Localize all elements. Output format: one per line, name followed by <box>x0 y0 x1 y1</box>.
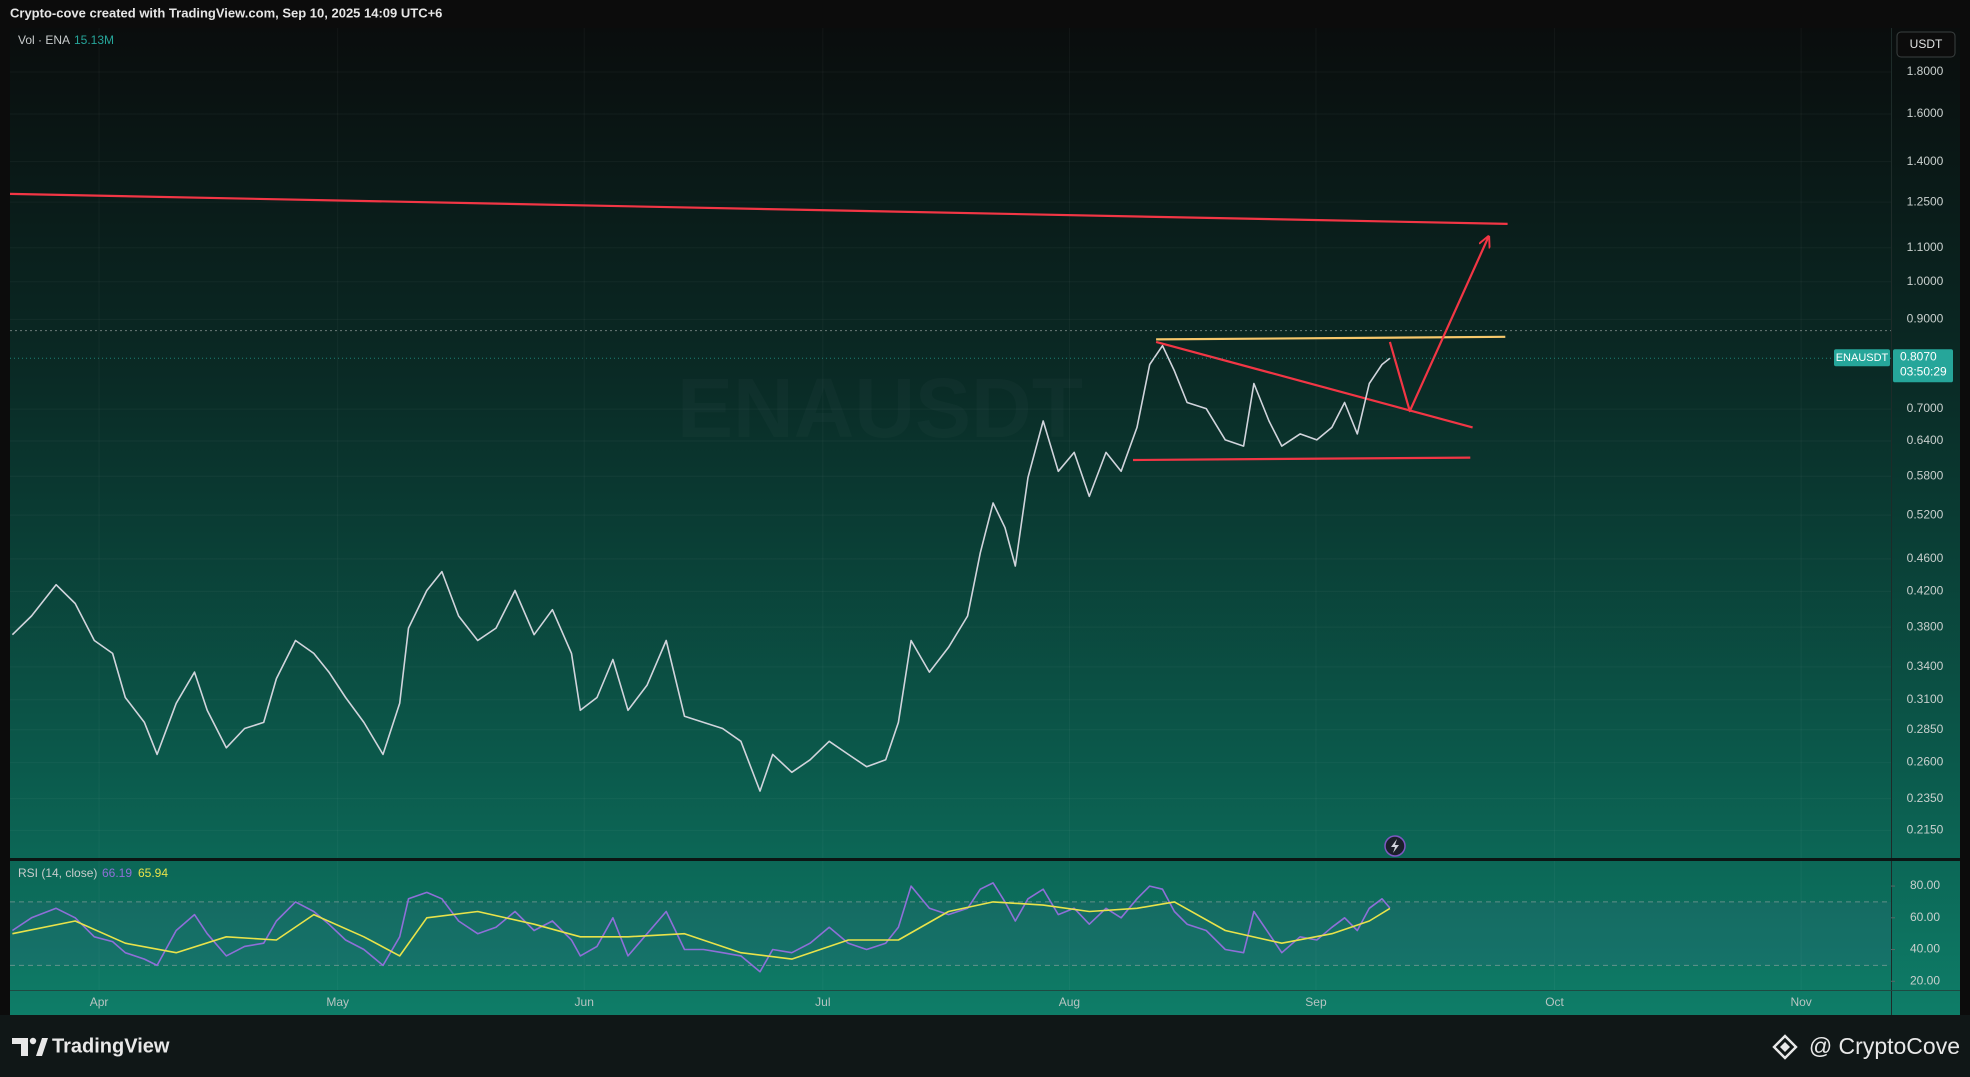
trendline <box>1132 456 1471 462</box>
y-tick-label: 0.9000 <box>1907 312 1944 326</box>
y-tick-label: 0.3100 <box>1907 692 1944 706</box>
rsi-tick-label: 40.00 <box>1910 942 1940 956</box>
left-edge <box>0 28 10 1015</box>
currency-box[interactable] <box>1896 31 1956 58</box>
y-tick-label: 0.5800 <box>1907 468 1944 482</box>
x-tick-label: May <box>326 995 349 1009</box>
y-tick-label: 0.2600 <box>1907 755 1944 769</box>
arrow-drawing <box>1388 237 1489 413</box>
logo-part <box>36 1038 48 1056</box>
rsi-legend-value: 65.94 <box>138 866 168 880</box>
rsi-tick-label: 20.00 <box>1910 973 1940 987</box>
price-axis-border <box>1891 28 1892 1015</box>
countdown-label: 03:50:29 <box>1900 364 1947 378</box>
y-tick-label: 0.6400 <box>1907 433 1944 447</box>
rsi-title: RSI (14, close) <box>18 866 97 880</box>
x-tick-label: Nov <box>1790 995 1811 1009</box>
symbol-tag-label: ENAUSDT <box>1836 352 1889 364</box>
lightning-glyph[interactable] <box>1391 839 1399 853</box>
credit-diamond <box>1772 1034 1798 1060</box>
lightning-icon[interactable] <box>1384 835 1406 857</box>
logo-part <box>29 1037 37 1045</box>
y-tick-label: 0.4600 <box>1907 551 1944 565</box>
trendline <box>1156 335 1506 341</box>
y-tick-label: 0.2850 <box>1907 722 1944 736</box>
series-line <box>12 901 1391 960</box>
y-tick-label: 0.2150 <box>1907 823 1944 837</box>
right-edge <box>1960 28 1970 1015</box>
y-tick-label: 0.3400 <box>1907 659 1944 673</box>
rsi-tick-label: 60.00 <box>1910 910 1940 924</box>
y-tick-label: 0.5200 <box>1907 507 1944 521</box>
y-tick-label: 1.1000 <box>1907 240 1944 254</box>
symbol-tag <box>1834 349 1890 367</box>
volume-label: Vol · ENA <box>18 33 70 47</box>
y-tick-label: 1.6000 <box>1907 106 1944 120</box>
chart-background <box>0 28 1970 1015</box>
credit-icon <box>1772 1034 1798 1060</box>
series-line <box>11 344 1391 792</box>
rsi-tick-label: 80.00 <box>1910 878 1940 892</box>
y-tick-label: 1.8000 <box>1907 64 1944 78</box>
footer-credit: @ CryptoCove <box>1809 1033 1960 1059</box>
credit-diamond-inner <box>1780 1042 1790 1052</box>
y-tick-label: 0.4200 <box>1907 584 1944 598</box>
footer-brand: TradingView <box>52 1035 170 1057</box>
trendline <box>1155 340 1473 429</box>
tradingview-logo <box>12 1037 48 1056</box>
header-text: Crypto-cove created with TradingView.com… <box>10 5 442 20</box>
y-tick-label: 0.3800 <box>1907 619 1944 633</box>
rsi-band <box>10 901 1891 966</box>
x-tick-label: Apr <box>90 995 109 1009</box>
x-tick-label: Oct <box>1545 995 1564 1009</box>
x-tick-label: Jun <box>575 995 594 1009</box>
last-price-box <box>1893 349 1953 383</box>
currency-label[interactable]: USDT <box>1910 37 1943 51</box>
x-tick-label: Aug <box>1059 995 1080 1009</box>
y-tick-label: 0.7000 <box>1907 401 1944 415</box>
pane-separator <box>10 858 1960 861</box>
trendline <box>9 192 1508 225</box>
last-price-label: 0.8070 <box>1900 349 1937 363</box>
logo-part <box>12 1038 28 1056</box>
time-axis-border <box>10 990 1960 991</box>
volume-value: 15.13M <box>74 33 114 47</box>
footer-bar <box>0 1015 1970 1077</box>
y-tick-label: 1.0000 <box>1907 274 1944 288</box>
rsi-legend-value: 66.19 <box>102 866 132 880</box>
y-tick-label: 0.2350 <box>1907 791 1944 805</box>
x-tick-label: Sep <box>1305 995 1327 1009</box>
y-tick-label: 1.4000 <box>1907 154 1944 168</box>
header-bar <box>0 0 1970 28</box>
y-tick-label: 1.2500 <box>1907 194 1944 208</box>
x-tick-label: Jul <box>815 995 830 1009</box>
